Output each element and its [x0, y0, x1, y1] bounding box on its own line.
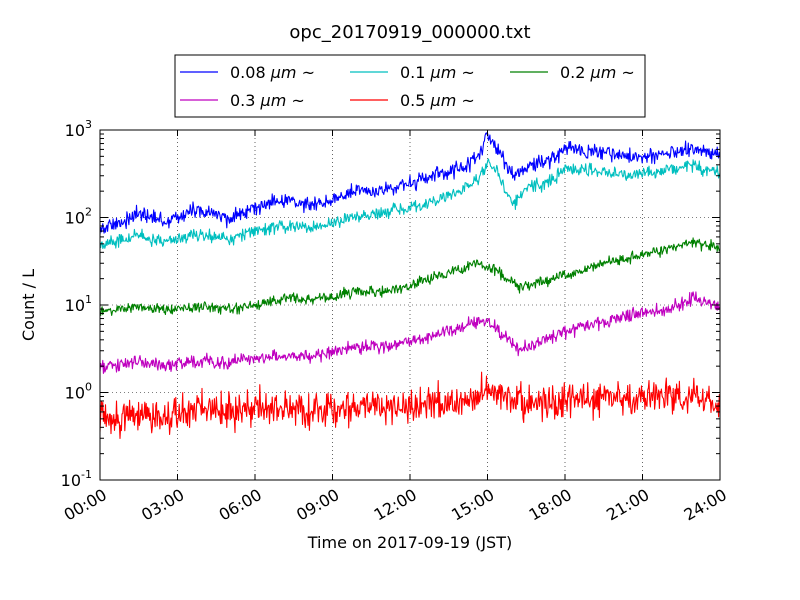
chart-title: opc_20170919_000000.txt: [289, 22, 530, 43]
legend-label: 0.08 μm ~: [230, 63, 315, 82]
series-line: [100, 371, 720, 440]
legend-label: 0.5 μm ~: [400, 91, 475, 110]
legend-label: 0.2 μm ~: [560, 63, 635, 82]
x-axis-label: Time on 2017-09-19 (JST): [307, 533, 512, 552]
y-tick-label: 103: [65, 118, 92, 140]
series-line: [100, 132, 720, 235]
legend: 0.08 μm ~ 0.1 μm ~ 0.2 μm ~ 0.3 μm ~ 0.5 μm …: [174, 54, 646, 118]
y-tick-label: 100: [65, 381, 92, 403]
y-tick-label: 102: [65, 206, 92, 228]
y-axis-label: Count / L: [19, 269, 38, 341]
series-line: [100, 237, 720, 316]
series-line: [100, 158, 720, 250]
plot-series: [100, 132, 720, 440]
axis-ticks: [99, 129, 721, 481]
y-tick-label: 101: [65, 293, 92, 315]
y-tick-labels: 10-1 100 101 102 103: [61, 118, 92, 490]
legend-label: 0.3 μm ~: [230, 91, 305, 110]
series-line: [100, 291, 720, 374]
y-tick-label: 10-1: [61, 468, 92, 490]
legend-label: 0.1 μm ~: [400, 63, 475, 82]
legend-box: [174, 54, 646, 118]
